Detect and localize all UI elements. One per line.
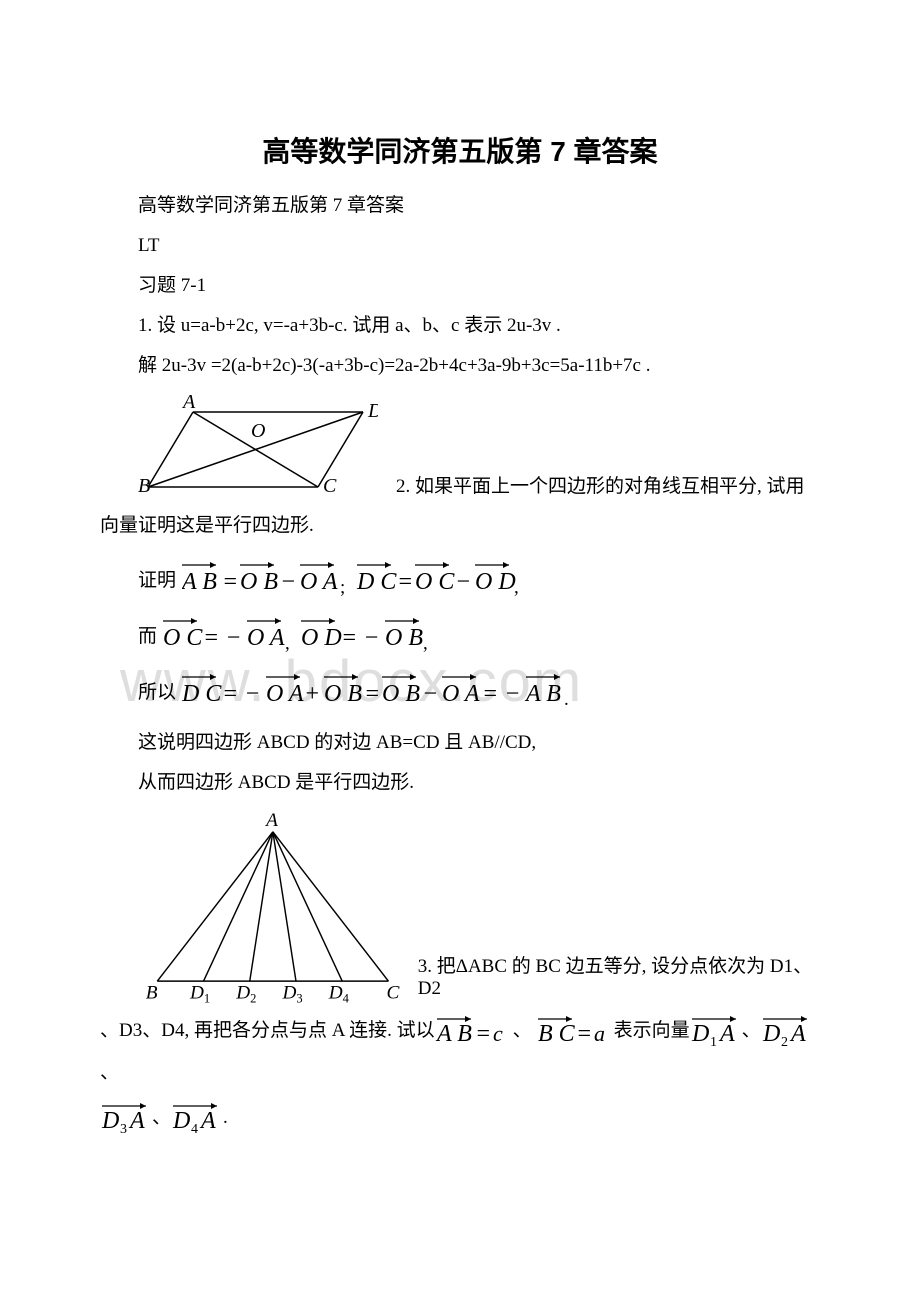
svg-text:−: − xyxy=(422,681,438,707)
svg-text:4: 4 xyxy=(191,1122,198,1137)
question-3-pre: 3. 把ΔABC 的 BC 边五等分, 设分点依次为 D1、D2 xyxy=(418,951,820,1004)
svg-text:D: D xyxy=(691,1021,709,1047)
proof-line-3: 所以 D C = − O A + O B = O B − O A = − A B xyxy=(138,669,820,713)
vec-D3A: D 3 A xyxy=(100,1098,152,1138)
label-B: B xyxy=(146,982,158,1003)
svg-text:O A: O A xyxy=(266,681,304,707)
svg-text:a: a xyxy=(594,1021,605,1046)
question-1: 1. 设 u=a-b+2c, v=-a+3b-c. 试用 a、b、c 表示 2u… xyxy=(100,308,820,344)
svg-text:D: D xyxy=(101,1108,119,1134)
vec-D1A: D 1 A xyxy=(690,1011,742,1051)
answer-1: 解 2u-3v =2(a-b+2c)-3(-a+3b-c)=2a-2b+4c+3… xyxy=(100,348,820,384)
svg-text:A B: A B xyxy=(524,681,561,707)
svg-text:O D: O D xyxy=(301,625,342,651)
svg-text:A B: A B xyxy=(435,1021,472,1047)
svg-text:O B: O B xyxy=(240,569,278,595)
label-C: C xyxy=(387,982,401,1003)
svg-text:O A: O A xyxy=(247,625,285,651)
parallelogram-diagram: A D B C O xyxy=(138,392,378,502)
svg-text:=: = xyxy=(576,1021,592,1047)
svg-text:B C: B C xyxy=(538,1021,576,1047)
svg-text:,: , xyxy=(514,577,519,598)
label-D1: D1 xyxy=(189,982,210,1004)
label-D: D xyxy=(367,400,378,422)
svg-text:,: , xyxy=(423,633,428,654)
svg-text:= −: = − xyxy=(482,681,520,707)
figure-parallelogram-row: A D B C O 2. 如果平面上一个四边形的对角线互相平分, 试用 xyxy=(100,392,820,502)
label-D3: D3 xyxy=(282,982,303,1004)
svg-text:A B: A B xyxy=(182,569,217,595)
conclusion-1: 这说明四边形 ABCD 的对边 AB=CD 且 AB//CD, xyxy=(100,725,820,761)
label-A: A xyxy=(264,810,278,831)
exercise-heading: 习题 7-1 xyxy=(100,268,820,304)
label-D4: D4 xyxy=(328,982,350,1004)
label-D2: D2 xyxy=(235,982,256,1004)
svg-text:A: A xyxy=(789,1021,806,1047)
conclusion-2: 从而四边形 ABCD 是平行四边形. xyxy=(100,765,820,801)
svg-text:,: , xyxy=(285,633,290,654)
svg-text:c: c xyxy=(493,1021,503,1046)
svg-text:;: ; xyxy=(340,577,345,598)
svg-text:O B: O B xyxy=(382,681,420,707)
triangle-diagram: A B C D1 D2 D3 D4 xyxy=(138,809,408,1004)
svg-text:=: = xyxy=(364,681,380,707)
svg-text:= −: = − xyxy=(341,625,379,651)
svg-text:O A: O A xyxy=(300,569,338,595)
proof-eq-3: D C = − O A + O B = O B − O A = − A B . xyxy=(182,669,642,713)
svg-text:= −: = − xyxy=(203,625,241,651)
subtitle: 高等数学同济第五版第 7 章答案 xyxy=(100,188,820,224)
svg-text:O C: O C xyxy=(163,625,203,651)
vec-D4A: D 4 A xyxy=(171,1098,223,1138)
vec-BC-eq-a: B C = a xyxy=(532,1011,614,1051)
svg-text:−: − xyxy=(280,569,296,595)
label-C: C xyxy=(323,475,337,497)
svg-text:A: A xyxy=(718,1021,735,1047)
vec-D2A: D 2 A xyxy=(761,1011,813,1051)
question-3-line-3: D 3 A 、 D 4 A . xyxy=(100,1097,820,1139)
svg-text:2: 2 xyxy=(781,1035,788,1050)
svg-text:=: = xyxy=(222,569,238,595)
question-2-pre: 2. 如果平面上一个四边形的对角线互相平分, 试用 xyxy=(396,471,805,502)
svg-text:= −: = − xyxy=(222,681,260,707)
text-lt: LT xyxy=(100,228,820,264)
page: 高等数学同济第五版第 7 章答案 高等数学同济第五版第 7 章答案 LT 习题 … xyxy=(0,0,920,1243)
svg-text:A: A xyxy=(128,1108,145,1134)
svg-text:O A: O A xyxy=(442,681,480,707)
svg-text:A: A xyxy=(199,1108,216,1134)
label-B: B xyxy=(138,475,150,497)
page-title: 高等数学同济第五版第 7 章答案 xyxy=(100,130,820,170)
proof-line-2: 而 O C = − O A , O D = − O B , xyxy=(138,613,820,657)
svg-text:=: = xyxy=(475,1021,491,1047)
question-2-after: 向量证明这是平行四边形. xyxy=(100,508,820,544)
svg-text:D: D xyxy=(762,1021,780,1047)
svg-text:=: = xyxy=(397,569,413,595)
vec-AB-eq-c: A B = c xyxy=(435,1011,513,1051)
proof-eq-2: O C = − O A , O D = − O B , xyxy=(163,613,483,657)
proof-eq-1: A B = O B − O A ; D C = O C − O D xyxy=(182,557,562,601)
svg-text:D C: D C xyxy=(356,569,397,595)
label-A: A xyxy=(181,392,196,413)
proof-line-1: 证明 A B = O B − O A ; D C = O C xyxy=(138,557,820,601)
figure-triangle-row: A B C D1 D2 D3 D4 3. 把ΔABC 的 BC 边五等分, 设分… xyxy=(100,809,820,1004)
svg-text:1: 1 xyxy=(710,1035,717,1050)
svg-text:O D: O D xyxy=(475,569,516,595)
svg-text:D: D xyxy=(172,1108,190,1134)
question-3-line-2: 、D3、D4, 再把各分点与点 A 连接. 试以 A B = c 、 B C =… xyxy=(100,1010,820,1094)
svg-text:O C: O C xyxy=(415,569,455,595)
svg-text:.: . xyxy=(564,689,569,710)
svg-text:D C: D C xyxy=(182,681,222,707)
svg-text:+: + xyxy=(304,681,320,707)
svg-text:O B: O B xyxy=(385,625,423,651)
label-O: O xyxy=(251,420,265,442)
svg-text:3: 3 xyxy=(120,1122,127,1137)
svg-text:O B: O B xyxy=(324,681,362,707)
svg-text:−: − xyxy=(455,569,471,595)
